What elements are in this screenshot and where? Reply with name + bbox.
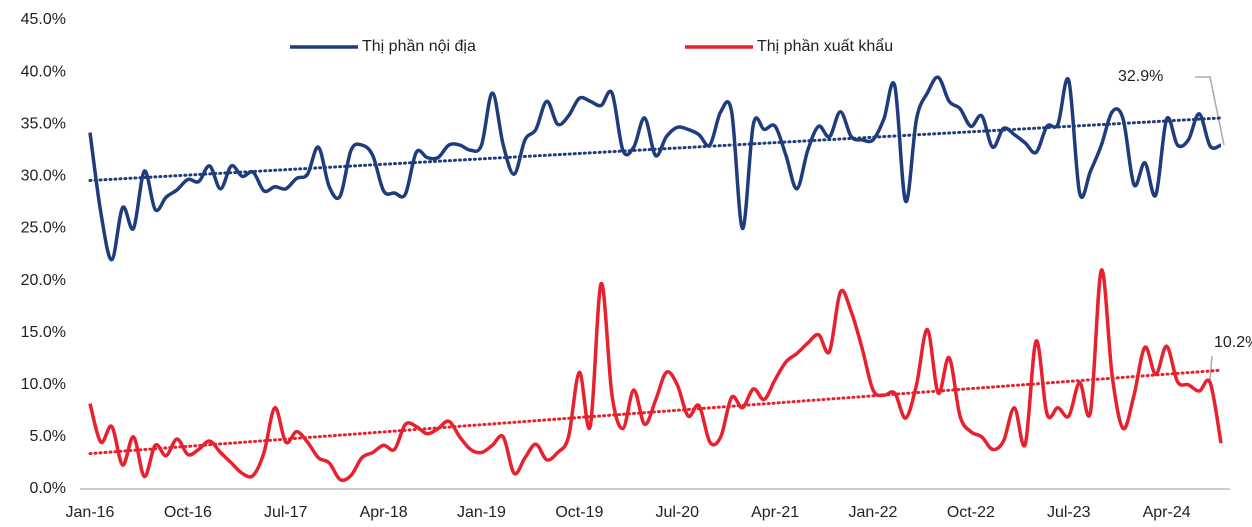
y-tick-label: 10.0% — [21, 376, 66, 393]
trend-line — [88, 368, 1223, 456]
legend-label: Thị phần xuất khẩu — [757, 37, 893, 55]
annotation: 32.9% — [1118, 68, 1163, 85]
x-tick-label: Jan-16 — [66, 504, 115, 521]
y-tick-label: 25.0% — [21, 220, 66, 237]
y-tick-label: 0.0% — [30, 480, 66, 497]
x-tick-label: Jul-20 — [655, 504, 699, 521]
x-tick-label: Oct-16 — [164, 504, 212, 521]
series-line — [88, 268, 1223, 483]
x-tick-label: Apr-24 — [1143, 504, 1191, 521]
y-tick-label: 45.0% — [21, 11, 66, 28]
y-tick-label: 20.0% — [21, 272, 66, 289]
y-tick-label: 35.0% — [21, 115, 66, 132]
series-line — [88, 75, 1222, 262]
y-tick-label: 5.0% — [30, 428, 66, 445]
x-tick-label: Oct-22 — [947, 504, 995, 521]
x-tick-label: Apr-18 — [360, 504, 408, 521]
x-tick-label: Apr-21 — [751, 504, 799, 521]
y-tick-label: 30.0% — [21, 168, 66, 185]
x-tick-label: Jul-17 — [264, 504, 308, 521]
trend-line — [88, 116, 1223, 183]
x-tick-label: Jul-23 — [1047, 504, 1091, 521]
x-tick-label: Jan-19 — [457, 504, 506, 521]
x-tick-label: Oct-19 — [555, 504, 603, 521]
y-tick-label: 40.0% — [21, 63, 66, 80]
leader-line — [1195, 76, 1225, 146]
legend-label: Thị phần nội địa — [362, 38, 476, 55]
annotation: 10.2% — [1214, 334, 1252, 351]
y-tick-label: 15.0% — [21, 324, 66, 341]
leader-line — [1209, 355, 1213, 381]
x-tick-label: Jan-22 — [849, 504, 898, 521]
